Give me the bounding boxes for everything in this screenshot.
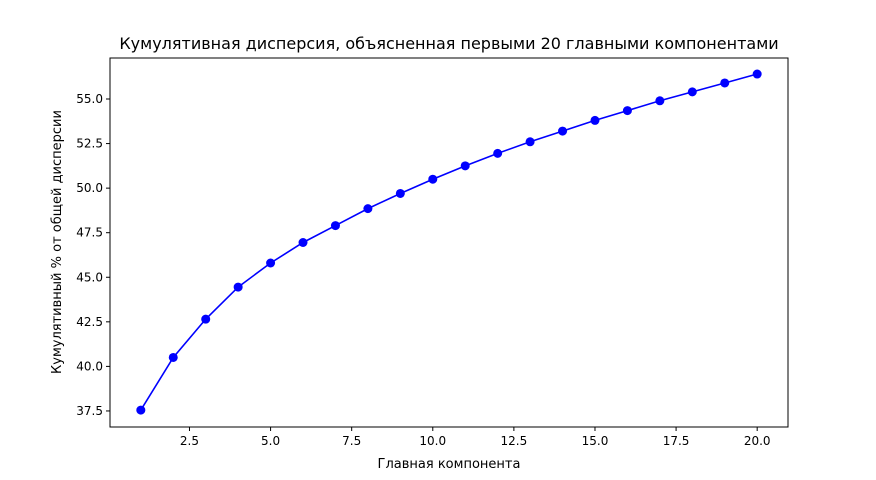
data-point [168, 352, 178, 362]
data-point [687, 87, 697, 97]
data-point [395, 188, 405, 198]
data-point [590, 115, 600, 125]
data-point [428, 174, 438, 184]
data-point [298, 238, 308, 247]
y-tick-label: 50.0 [76, 181, 103, 195]
data-point [363, 204, 373, 214]
x-tick-label: 15.0 [582, 434, 609, 448]
x-axis-ticks: 2.5 5.0 7.5 10.0 12.5 15.0 17.5 20.0 [180, 427, 771, 448]
x-tick-label: 17.5 [663, 434, 690, 448]
chart-title: Кумулятивная дисперсия, объясненная перв… [119, 34, 778, 53]
y-tick-label: 55.0 [76, 92, 103, 106]
y-axis-ticks: 37.5 40.0 42.5 45.0 47.5 50.0 52.5 55.0 [76, 92, 110, 418]
series-points [136, 69, 762, 415]
x-tick-label: 2.5 [180, 434, 199, 448]
y-tick-label: 40.0 [76, 359, 103, 373]
x-tick-label: 20.0 [744, 434, 771, 448]
data-point [622, 106, 632, 116]
data-point [655, 96, 665, 106]
data-point [266, 258, 276, 268]
y-tick-label: 47.5 [76, 226, 103, 240]
data-point [493, 148, 503, 158]
data-point [233, 282, 243, 292]
plot-frame [109, 57, 789, 428]
data-point [201, 314, 211, 324]
series-line [140, 73, 758, 411]
x-tick-label: 5.0 [261, 434, 280, 448]
y-axis-label: Кумулятивный % от общей дисперсии [50, 110, 65, 374]
x-tick-label: 7.5 [342, 434, 361, 448]
y-tick-label: 37.5 [76, 404, 103, 418]
data-point [525, 137, 535, 147]
x-axis-label: Главная компонента [378, 457, 521, 472]
x-tick-label: 10.0 [419, 434, 446, 448]
data-point [558, 126, 568, 136]
y-tick-label: 45.0 [76, 270, 103, 284]
data-point [720, 78, 730, 88]
y-tick-label: 42.5 [76, 315, 103, 329]
x-tick-label: 12.5 [501, 434, 528, 448]
data-point [330, 221, 340, 231]
data-point [460, 161, 470, 171]
y-tick-label: 52.5 [76, 137, 103, 151]
data-point [136, 405, 146, 415]
data-point [752, 69, 762, 79]
